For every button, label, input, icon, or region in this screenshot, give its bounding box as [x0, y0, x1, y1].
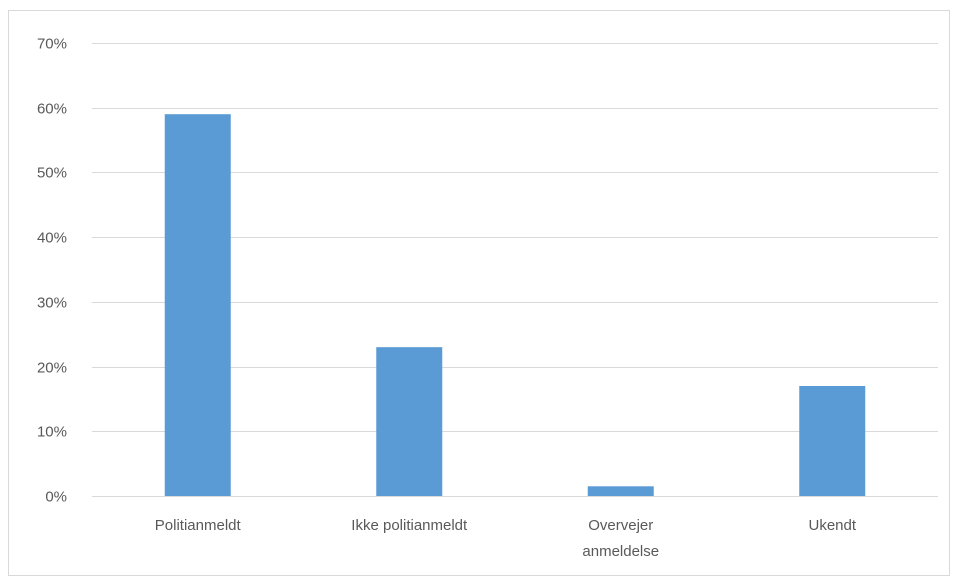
y-tick-label: 20%: [37, 360, 67, 377]
x-category-label: Ikke politianmeldt: [351, 517, 468, 534]
y-tick-label: 0%: [45, 489, 67, 506]
y-tick-label: 10%: [37, 424, 67, 441]
bar: [164, 114, 231, 496]
y-axis-tick-labels: 0% 10% 20% 30% 40% 50% 60% 70%: [37, 36, 67, 506]
y-tick-label: 70%: [37, 36, 67, 53]
y-tick-label: 60%: [37, 101, 67, 118]
bars: [164, 114, 866, 496]
x-category-label: Ukendt: [808, 517, 856, 534]
x-category-label: Politianmeldt: [155, 517, 242, 534]
bar: [799, 385, 866, 496]
y-tick-label: 50%: [37, 165, 67, 182]
x-category-label: Overvejer anmeldelse: [582, 517, 659, 560]
x-category-label-line: Overvejer: [588, 517, 653, 534]
x-category-label-line: Ukendt: [808, 517, 856, 534]
bar: [587, 486, 654, 496]
y-tick-label: 30%: [37, 295, 67, 312]
x-axis-category-labels: Politianmeldt Ikke politianmeldt Overvejer…: [155, 517, 857, 560]
y-tick-label: 40%: [37, 230, 67, 247]
x-category-label-line: anmeldelse: [582, 543, 659, 560]
x-category-label-line: Politianmeldt: [155, 517, 242, 534]
gridlines: [92, 43, 938, 497]
x-category-label-line: Ikke politianmeldt: [351, 517, 468, 534]
bar: [376, 347, 443, 496]
